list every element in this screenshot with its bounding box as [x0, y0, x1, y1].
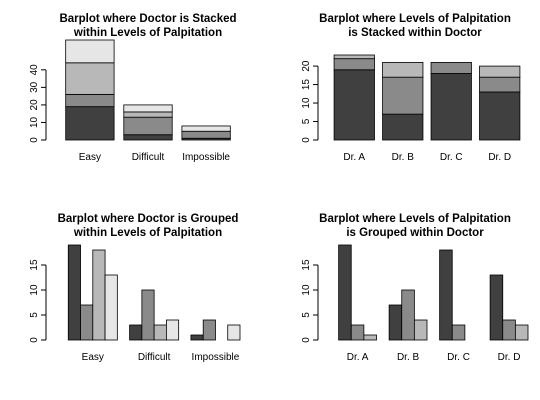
- bar: [363, 334, 377, 341]
- chart-title-line: within Levels of Palpitation: [73, 27, 222, 39]
- bar: [451, 324, 466, 341]
- x-tick-label: Easy: [79, 152, 101, 163]
- chart-title-line: Barplot where Levels of Palpitation: [319, 13, 511, 25]
- x-tick-label: Dr. C: [440, 152, 463, 163]
- y-tick-label: 5: [301, 312, 312, 318]
- chart-panel-2: Barplot where Levels of Palpitation is St…: [301, 13, 521, 163]
- y-tick-label: 10: [29, 284, 40, 296]
- chart-title-line: Barplot where Levels of Palpitation: [319, 213, 511, 225]
- y-tick-label: 5: [29, 312, 40, 318]
- bar-segment: [123, 111, 173, 118]
- bar-segment: [479, 65, 521, 78]
- bar-segment: [333, 58, 375, 71]
- x-tick-label: Dr. A: [347, 352, 369, 363]
- bar: [514, 324, 529, 341]
- x-tick-label: Dr. C: [447, 352, 470, 363]
- bar-segment: [181, 130, 231, 139]
- chart-panel-1: Barplot where Doctor is Stacked within Le…: [29, 13, 237, 163]
- y-tick-label: 30: [29, 81, 40, 93]
- y-tick-label: 15: [301, 259, 312, 271]
- bar-segment: [430, 73, 472, 141]
- chart-panel-3: Barplot where Doctor is Grouped within Le…: [29, 213, 241, 363]
- chart-title-line: is Grouped within Doctor: [346, 227, 484, 239]
- bar: [190, 334, 204, 341]
- y-tick-label: 15: [301, 79, 312, 91]
- y-tick-label: 20: [29, 99, 40, 111]
- bar: [401, 289, 415, 341]
- x-tick-label: Difficult: [138, 352, 171, 363]
- chart-title-line: within Levels of Palpitation: [73, 227, 222, 239]
- x-tick-label: Dr. B: [392, 152, 415, 163]
- bar: [202, 319, 216, 341]
- chart-panel-4: Barplot where Levels of Palpitation is Gr…: [301, 213, 529, 363]
- y-tick-label: 0: [301, 337, 312, 343]
- y-tick-label: 40: [29, 64, 40, 76]
- bar: [104, 274, 118, 341]
- x-tick-label: Impossible: [192, 352, 240, 363]
- bar-segment: [123, 116, 173, 136]
- y-tick-label: 20: [301, 60, 312, 72]
- bar: [388, 304, 403, 341]
- bar: [413, 319, 428, 341]
- x-tick-label: Impossible: [182, 152, 230, 163]
- bar-segment: [181, 125, 231, 132]
- bar: [129, 324, 143, 341]
- bar-segment: [479, 76, 521, 93]
- bar: [350, 324, 365, 341]
- bar-segment: [333, 69, 375, 141]
- chart-title-line: Barplot where Doctor is Stacked: [59, 13, 236, 25]
- bar: [165, 319, 180, 341]
- x-tick-label: Dr. D: [488, 152, 511, 163]
- bar-segment: [382, 113, 424, 141]
- bar-segment: [479, 91, 521, 141]
- bar: [153, 324, 167, 341]
- bar-segment: [430, 61, 472, 74]
- x-tick-label: Dr. B: [397, 352, 420, 363]
- y-tick-label: 0: [29, 337, 40, 343]
- bar-segment: [382, 61, 424, 78]
- bar: [227, 324, 241, 341]
- y-tick-label: 15: [29, 259, 40, 271]
- bar: [489, 274, 504, 341]
- y-tick-label: 0: [301, 137, 312, 143]
- x-tick-label: Dr. D: [498, 352, 521, 363]
- bar-segment: [333, 54, 375, 60]
- bar: [502, 319, 516, 341]
- y-tick-label: 10: [29, 116, 40, 128]
- y-tick-label: 10: [301, 97, 312, 109]
- bar: [67, 244, 81, 341]
- x-tick-label: Difficult: [132, 152, 165, 163]
- bar: [439, 249, 453, 341]
- bar: [92, 249, 106, 341]
- x-tick-label: Easy: [82, 352, 104, 363]
- bar-segment: [382, 76, 424, 115]
- x-tick-label: Dr. A: [343, 152, 365, 163]
- y-tick-label: 0: [29, 137, 40, 143]
- bar-segment: [65, 62, 115, 95]
- bar-segment: [65, 106, 115, 141]
- chart-title-line: is Stacked within Doctor: [348, 27, 482, 39]
- bar-segment: [65, 39, 115, 64]
- chart-title-line: Barplot where Doctor is Grouped: [58, 213, 239, 225]
- bar: [141, 289, 155, 341]
- bar: [80, 304, 94, 341]
- bar-segment: [65, 93, 115, 108]
- bar: [338, 244, 352, 341]
- bar-segment: [123, 104, 173, 113]
- y-tick-label: 10: [301, 284, 312, 296]
- y-tick-label: 5: [301, 118, 312, 124]
- bar-segment: [123, 134, 173, 141]
